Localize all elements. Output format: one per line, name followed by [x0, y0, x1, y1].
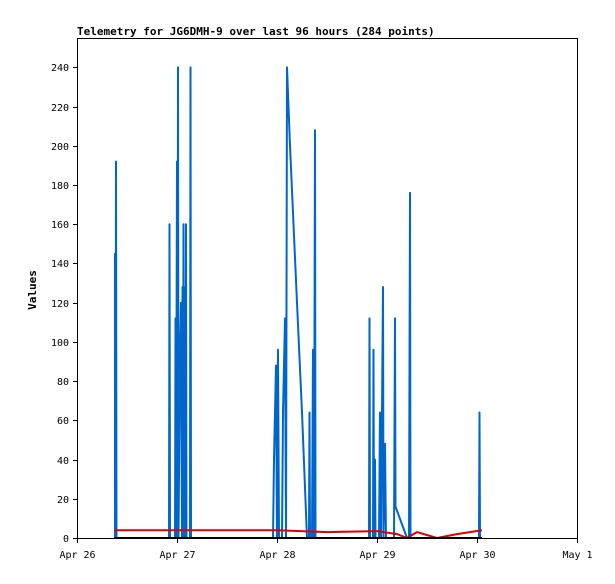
y-tick-label: 60: [57, 416, 69, 427]
y-tick-label: 40: [57, 456, 69, 467]
y-tick-label: 160: [51, 220, 69, 231]
y-tick-label: 20: [57, 495, 69, 506]
series-layer: [114, 66, 483, 539]
x-tick-label: May 1: [562, 550, 592, 561]
chart-title: Telemetry for JG6DMH-9 over last 96 hour…: [77, 25, 435, 38]
y-tick-label: 240: [51, 63, 69, 74]
y-axis-label: Values: [26, 270, 39, 310]
y-tick-label: 180: [51, 181, 69, 192]
y-tick-label: 120: [51, 299, 69, 310]
x-tick-label: Apr 29: [359, 550, 395, 561]
series-line-1: [114, 529, 483, 539]
x-tick-label: Apr 28: [259, 550, 295, 561]
y-tick-label: 0: [63, 534, 69, 545]
y-tick-label: 200: [51, 142, 69, 153]
y-tick-label: 140: [51, 259, 69, 270]
x-tick-label: Apr 27: [159, 550, 195, 561]
x-tick-label: Apr 26: [59, 550, 95, 561]
y-tick-label: 100: [51, 338, 69, 349]
y-tick-label: 80: [57, 377, 69, 388]
plot-frame: [77, 38, 578, 539]
y-axis: 0 20 40 60 80 100 120 140 160 180 200 220 240: [51, 63, 77, 545]
y-tick-label: 220: [51, 103, 69, 114]
x-axis: Apr 26 Apr 27 Apr 28 Apr 29 Apr 30 May 1: [59, 538, 593, 561]
x-tick-label: Apr 30: [459, 550, 495, 561]
series-line-0: [114, 66, 481, 539]
